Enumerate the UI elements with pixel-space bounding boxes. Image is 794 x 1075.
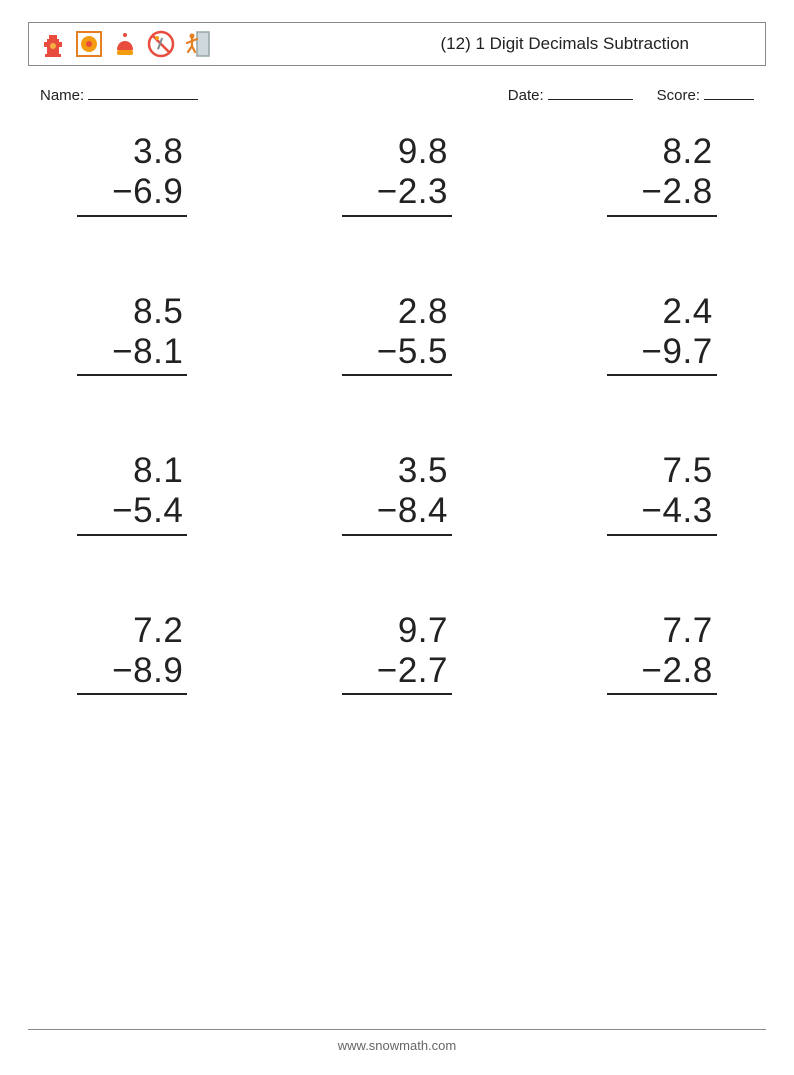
minuend: 8.5 bbox=[77, 292, 187, 332]
problem-2: 9.8−2.3 bbox=[342, 132, 452, 217]
minuend: 9.8 bbox=[342, 132, 452, 172]
subtrahend: −2.7 bbox=[342, 651, 452, 695]
problem-3: 8.2−2.8 bbox=[607, 132, 717, 217]
minuend: 2.4 bbox=[607, 292, 717, 332]
minuend: 8.1 bbox=[77, 451, 187, 491]
subtrahend: −8.4 bbox=[342, 491, 452, 535]
subtrahend: −2.8 bbox=[607, 172, 717, 216]
minus-sign: − bbox=[642, 491, 663, 531]
problem-11: 9.7−2.7 bbox=[342, 611, 452, 696]
minuend: 7.2 bbox=[77, 611, 187, 651]
minus-sign: − bbox=[112, 491, 133, 531]
icon-row bbox=[37, 28, 213, 60]
subtrahend: −9.7 bbox=[607, 332, 717, 376]
subtrahend: −8.9 bbox=[77, 651, 187, 695]
problem-6: 2.4−9.7 bbox=[607, 292, 717, 377]
problem-5: 2.8−5.5 bbox=[342, 292, 452, 377]
date-label: Date: bbox=[508, 87, 544, 104]
problem-7: 8.1−5.4 bbox=[77, 451, 187, 536]
problem-12: 7.7−2.8 bbox=[607, 611, 717, 696]
minus-sign: − bbox=[377, 172, 398, 212]
subtrahend: −6.9 bbox=[77, 172, 187, 216]
subtrahend: −5.5 bbox=[342, 332, 452, 376]
alarm-icon bbox=[73, 28, 105, 60]
subtrahend: −5.4 bbox=[77, 491, 187, 535]
name-line[interactable] bbox=[88, 86, 198, 100]
minus-sign: − bbox=[112, 332, 133, 372]
problem-1: 3.8−6.9 bbox=[77, 132, 187, 217]
minus-sign: − bbox=[112, 651, 133, 691]
problem-8: 3.5−8.4 bbox=[342, 451, 452, 536]
minuend: 2.8 bbox=[342, 292, 452, 332]
name-label: Name: bbox=[40, 87, 84, 104]
subtrahend: −2.8 bbox=[607, 651, 717, 695]
minuend: 7.7 bbox=[607, 611, 717, 651]
subtrahend: −8.1 bbox=[77, 332, 187, 376]
minuend: 8.2 bbox=[607, 132, 717, 172]
minus-sign: − bbox=[112, 172, 133, 212]
problem-10: 7.2−8.9 bbox=[77, 611, 187, 696]
minus-sign: − bbox=[377, 332, 398, 372]
footer: www.snowmath.com bbox=[0, 1029, 794, 1053]
footer-rule bbox=[28, 1029, 766, 1030]
score-field: Score: bbox=[657, 86, 754, 104]
minuend: 7.5 bbox=[607, 451, 717, 491]
date-field: Date: bbox=[508, 86, 633, 104]
info-row: Name: Date: Score: bbox=[40, 86, 754, 104]
hydrant-icon bbox=[37, 28, 69, 60]
score-line[interactable] bbox=[704, 86, 754, 100]
minus-sign: − bbox=[642, 332, 663, 372]
score-label: Score: bbox=[657, 87, 700, 104]
subtrahend: −4.3 bbox=[607, 491, 717, 535]
header-bar: (12) 1 Digit Decimals Subtraction bbox=[28, 22, 766, 66]
subtrahend: −2.3 bbox=[342, 172, 452, 216]
worksheet-title: (12) 1 Digit Decimals Subtraction bbox=[441, 34, 749, 54]
minus-sign: − bbox=[377, 491, 398, 531]
date-line[interactable] bbox=[548, 86, 633, 100]
footer-text: www.snowmath.com bbox=[338, 1038, 456, 1053]
exit-icon bbox=[181, 28, 213, 60]
problem-9: 7.5−4.3 bbox=[607, 451, 717, 536]
minuend: 3.8 bbox=[77, 132, 187, 172]
minuend: 3.5 bbox=[342, 451, 452, 491]
minus-sign: − bbox=[642, 651, 663, 691]
bell-icon bbox=[109, 28, 141, 60]
problem-4: 8.5−8.1 bbox=[77, 292, 187, 377]
problems-grid: 3.8−6.99.8−2.38.2−2.88.5−8.12.8−5.52.4−9… bbox=[60, 132, 734, 695]
no-match-icon bbox=[145, 28, 177, 60]
minuend: 9.7 bbox=[342, 611, 452, 651]
minus-sign: − bbox=[377, 651, 398, 691]
minus-sign: − bbox=[642, 172, 663, 212]
name-field: Name: bbox=[40, 86, 198, 104]
